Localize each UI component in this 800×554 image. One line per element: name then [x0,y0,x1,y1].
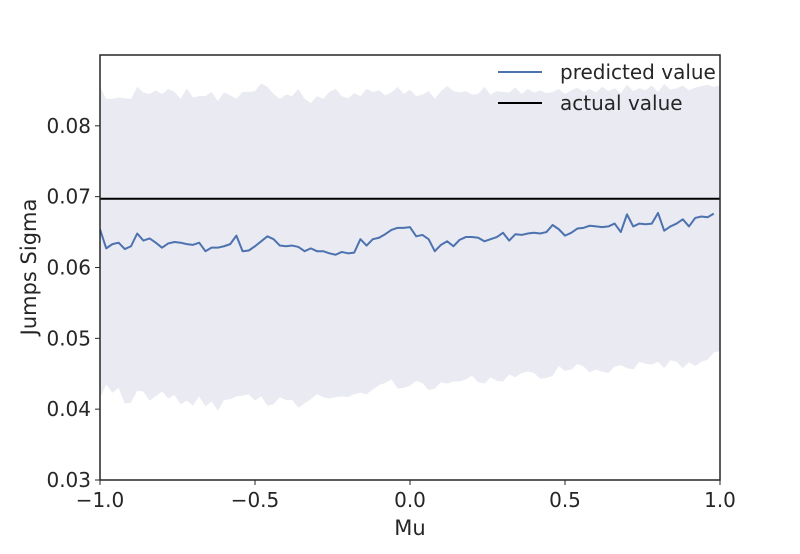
y-tick-label: 0.04 [46,397,91,421]
x-axis: −1.0 −0.5 0.0 0.5 1.0 [76,480,736,512]
x-tick-label: −0.5 [231,488,280,512]
y-axis-title: Jumps Sigma [17,199,41,338]
legend-label-predicted: predicted value [560,60,716,84]
y-tick-label: 0.03 [46,468,91,492]
y-tick-label: 0.07 [46,185,91,209]
y-tick-label: 0.05 [46,326,91,350]
plot-area [100,83,720,411]
y-tick-label: 0.06 [46,256,91,280]
x-tick-label: 0.0 [394,488,426,512]
uncertainty-band [100,83,720,411]
legend-label-actual: actual value [560,91,683,115]
x-axis-title: Mu [394,516,425,540]
y-tick-label: 0.08 [46,114,91,138]
predicted-value-line [100,211,715,256]
x-tick-label: 1.0 [704,488,736,512]
legend: predicted value actual value [498,60,716,115]
y-axis: 0.03 0.04 0.05 0.06 0.07 0.08 [46,114,100,492]
x-tick-label: −1.0 [76,488,125,512]
x-tick-label: 0.5 [549,488,581,512]
